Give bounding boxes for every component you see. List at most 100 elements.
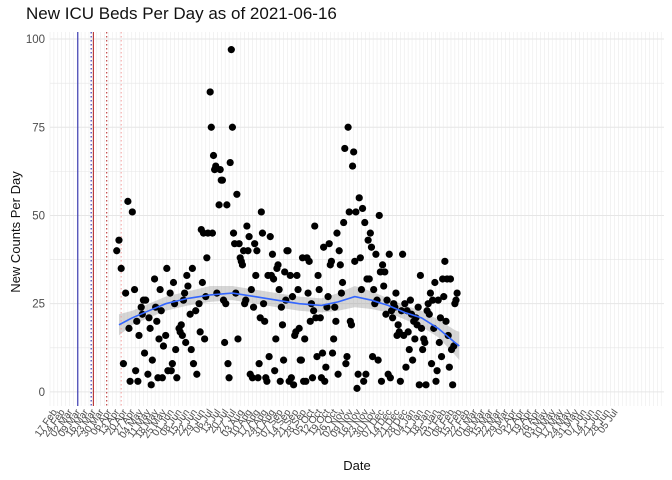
data-point (235, 240, 243, 248)
data-point (257, 208, 265, 216)
data-point (281, 268, 289, 276)
data-point (331, 303, 339, 311)
data-point (206, 88, 214, 96)
data-point (213, 289, 221, 297)
data-point (274, 261, 282, 269)
data-point (374, 356, 382, 364)
data-point (344, 123, 352, 131)
data-point (271, 367, 279, 375)
data-point (366, 229, 374, 237)
data-point (385, 250, 393, 258)
data-point (372, 250, 380, 258)
data-point (277, 303, 285, 311)
data-point (259, 300, 268, 308)
data-point (415, 381, 423, 389)
data-point (318, 349, 327, 357)
data-point (215, 201, 223, 209)
data-point (198, 278, 206, 287)
data-point (133, 317, 141, 325)
data-point (310, 307, 318, 315)
data-point (435, 338, 443, 347)
data-point (338, 278, 347, 287)
data-point (168, 360, 176, 368)
data-point (399, 250, 407, 258)
data-point (452, 296, 460, 304)
data-point (392, 289, 400, 297)
data-point (225, 374, 233, 382)
data-point (209, 151, 218, 160)
data-point (226, 158, 234, 167)
data-point (167, 367, 175, 375)
data-point (119, 360, 128, 368)
data-point (305, 257, 313, 265)
data-point (361, 218, 369, 227)
data-point (302, 377, 310, 385)
data-point (414, 303, 422, 311)
data-point (314, 271, 322, 280)
data-point (315, 285, 323, 294)
data-point (354, 370, 362, 378)
data-point (157, 307, 165, 315)
y-tick-label: 25 (32, 299, 45, 311)
data-point (272, 335, 280, 343)
data-point (115, 236, 123, 244)
data-point (253, 247, 261, 255)
data-point (445, 363, 453, 371)
data-point (375, 211, 383, 220)
data-point (182, 338, 190, 347)
data-point (440, 293, 448, 301)
data-point (201, 335, 209, 343)
data-point (416, 271, 425, 280)
data-point (386, 374, 394, 382)
data-point (358, 204, 367, 213)
data-point (343, 353, 351, 361)
data-point (406, 296, 414, 304)
data-point (394, 321, 402, 329)
data-point (288, 293, 297, 301)
data-point (381, 268, 389, 276)
data-point (252, 271, 260, 280)
data-point (155, 335, 163, 343)
data-point (266, 233, 274, 241)
data-point (444, 331, 452, 340)
data-point (453, 289, 461, 297)
data-point (425, 310, 433, 318)
data-point (321, 377, 329, 385)
data-point (124, 197, 132, 205)
data-point (233, 190, 241, 198)
data-point (351, 257, 359, 265)
y-axis-title: New Counts Per Day (8, 171, 23, 293)
data-point (234, 335, 242, 343)
data-point (261, 317, 269, 325)
data-point (421, 338, 429, 347)
data-point (216, 166, 224, 174)
data-point (437, 353, 446, 361)
data-point (286, 271, 294, 280)
trend-line-layer (118, 292, 460, 347)
data-point (434, 296, 442, 304)
data-point (370, 285, 378, 294)
data-point (333, 229, 341, 237)
data-point (207, 123, 215, 131)
data-point (180, 289, 189, 297)
data-point (295, 324, 303, 332)
data-point (218, 176, 227, 184)
data-point (148, 356, 156, 364)
data-point (325, 240, 333, 248)
data-point (337, 289, 346, 297)
data-point (150, 275, 159, 283)
data-point (278, 321, 287, 329)
data-point (251, 240, 259, 248)
data-point (442, 317, 450, 325)
data-point (335, 247, 343, 255)
data-point (436, 314, 445, 322)
data-point (243, 222, 251, 230)
data-point (153, 317, 161, 325)
data-point (353, 384, 361, 392)
data-point (293, 271, 301, 280)
data-point (287, 374, 295, 382)
data-point (332, 317, 340, 325)
data-point (383, 296, 391, 304)
data-point (130, 285, 139, 294)
data-point (377, 377, 386, 385)
